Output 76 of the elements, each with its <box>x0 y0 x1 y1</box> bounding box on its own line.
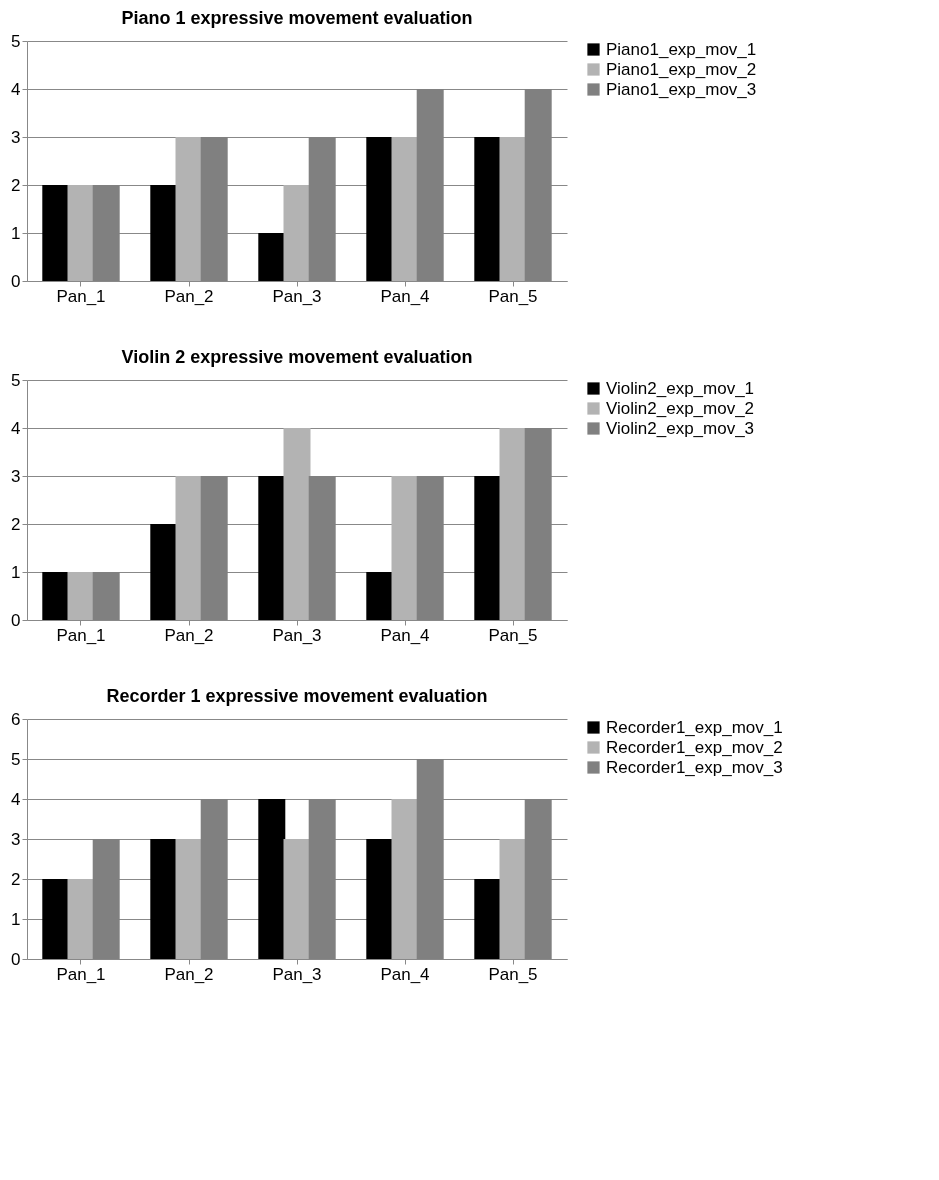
bar <box>42 185 70 281</box>
legend-label: Recorder1_exp_mov_2 <box>606 737 783 757</box>
bar <box>150 524 178 620</box>
y-tick-label: 3 <box>11 829 21 849</box>
x-tick-label: Pan_2 <box>164 625 214 645</box>
bar <box>42 879 70 959</box>
y-tick-label: 0 <box>11 949 21 969</box>
bar <box>150 185 178 281</box>
y-tick-label: 6 <box>11 709 21 729</box>
chart-title: Recorder 1 expressive movement evaluation <box>106 686 488 706</box>
y-tick-label: 5 <box>11 749 21 769</box>
y-tick-label: 4 <box>11 418 21 438</box>
chart-title: Piano 1 expressive movement evaluation <box>121 8 473 28</box>
legend-label: Piano1_exp_mov_1 <box>606 39 757 59</box>
y-tick-label: 1 <box>11 562 21 582</box>
y-tick-label: 4 <box>11 789 21 809</box>
bar <box>283 185 311 281</box>
y-tick-label: 1 <box>11 909 21 929</box>
bar <box>499 839 527 959</box>
bar <box>283 428 311 620</box>
y-tick-label: 2 <box>11 175 21 195</box>
y-tick-label: 4 <box>11 79 21 99</box>
bar <box>474 137 502 281</box>
bar <box>499 137 527 281</box>
x-tick-label: Pan_1 <box>56 964 106 984</box>
bar <box>391 137 419 281</box>
legend-label: Recorder1_exp_mov_3 <box>606 757 783 777</box>
bar <box>283 839 311 959</box>
bar <box>67 185 95 281</box>
y-tick-label: 5 <box>11 370 21 390</box>
bar <box>175 839 203 959</box>
chart-title: Violin 2 expressive movement evaluation <box>121 347 473 367</box>
x-tick-label: Pan_4 <box>380 286 430 306</box>
bar <box>391 799 419 959</box>
bar <box>366 137 394 281</box>
bar <box>258 476 286 620</box>
bar <box>366 839 394 959</box>
legend-label: Piano1_exp_mov_3 <box>606 79 757 99</box>
bar <box>474 476 502 620</box>
x-tick-label: Pan_2 <box>164 964 214 984</box>
x-tick-label: Pan_2 <box>164 286 214 306</box>
y-tick-label: 1 <box>11 223 21 243</box>
legend-label: Violin2_exp_mov_1 <box>606 378 755 398</box>
y-tick-label: 2 <box>11 869 21 889</box>
x-tick-label: Pan_3 <box>272 964 322 984</box>
y-tick-label: 3 <box>11 466 21 486</box>
bar <box>391 476 419 620</box>
bar <box>175 476 203 620</box>
x-tick-label: Pan_3 <box>272 286 322 306</box>
x-tick-label: Pan_5 <box>488 625 538 645</box>
legend-label: Violin2_exp_mov_2 <box>606 398 755 418</box>
x-tick-label: Pan_4 <box>380 625 430 645</box>
bar <box>42 572 70 620</box>
bar <box>67 879 95 959</box>
y-tick-label: 0 <box>11 610 21 630</box>
bar <box>258 233 286 281</box>
x-tick-label: Pan_3 <box>272 625 322 645</box>
bar <box>258 799 286 959</box>
legend-label: Recorder1_exp_mov_1 <box>606 717 783 737</box>
bar <box>499 428 527 620</box>
legend-label: Violin2_exp_mov_3 <box>606 418 755 438</box>
bar <box>175 137 203 281</box>
x-tick-label: Pan_1 <box>56 625 106 645</box>
x-tick-label: Pan_5 <box>488 286 538 306</box>
x-tick-label: Pan_4 <box>380 964 430 984</box>
bar <box>366 572 394 620</box>
y-tick-label: 0 <box>11 271 21 291</box>
legend-label: Piano1_exp_mov_2 <box>606 59 757 79</box>
x-tick-label: Pan_1 <box>56 286 106 306</box>
y-tick-label: 3 <box>11 127 21 147</box>
bar <box>67 572 95 620</box>
x-tick-label: Pan_5 <box>488 964 538 984</box>
y-tick-label: 2 <box>11 514 21 534</box>
bar <box>150 839 178 959</box>
bar <box>474 879 502 959</box>
y-tick-label: 5 <box>11 31 21 51</box>
